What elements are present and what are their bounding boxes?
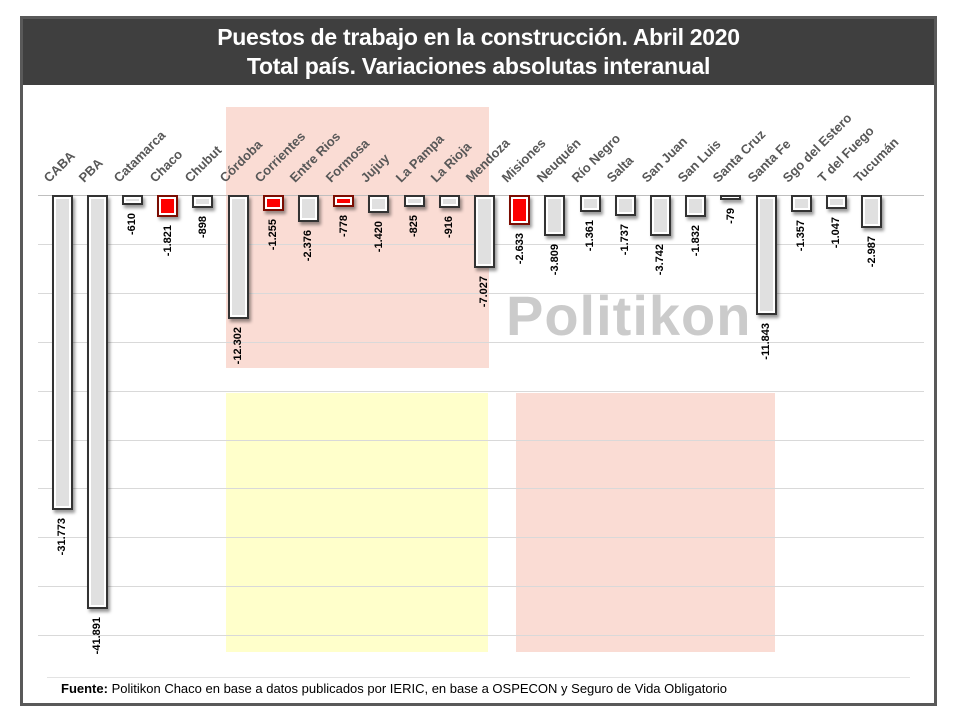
source-footer: Fuente: Politikon Chaco en base a datos … bbox=[47, 677, 910, 700]
chart-subtitle: Total país. Variaciones absolutas intera… bbox=[246, 53, 711, 79]
chart-frame: Puestos de trabajo en la construcción. A… bbox=[20, 16, 937, 706]
source-label: Fuente: bbox=[61, 681, 108, 696]
chart-header: Puestos de trabajo en la construcción. A… bbox=[23, 19, 934, 85]
chart-title: Puestos de trabajo en la construcción. A… bbox=[217, 24, 740, 50]
source-text: Politikon Chaco en base a datos publicad… bbox=[107, 681, 728, 696]
